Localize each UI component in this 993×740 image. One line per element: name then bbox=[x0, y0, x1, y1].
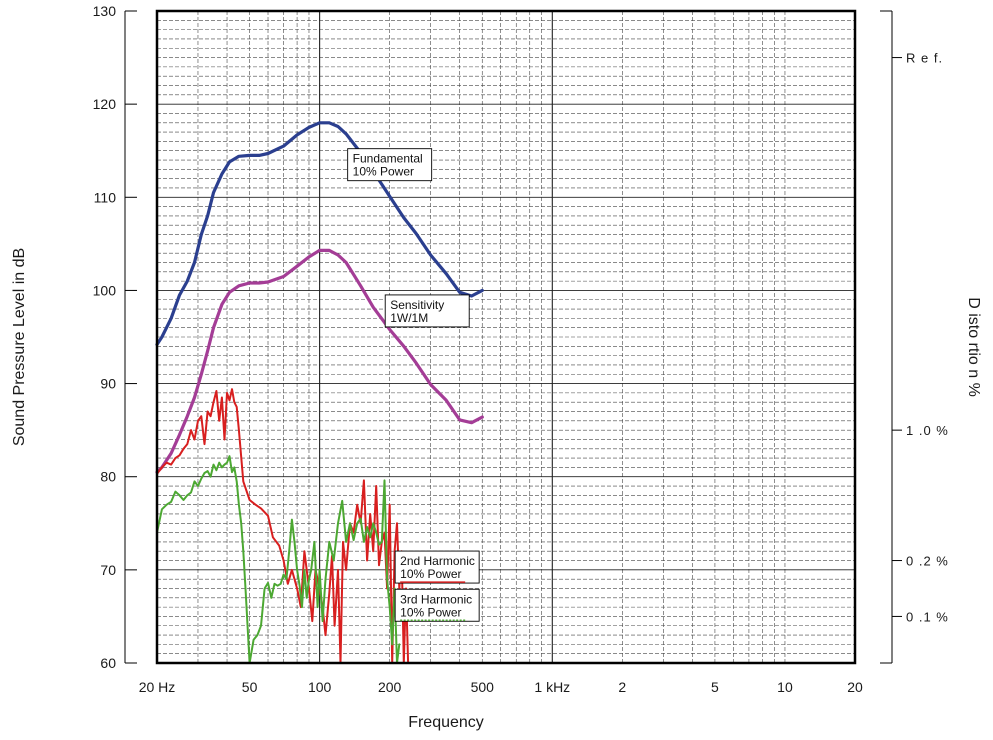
annotation-text: 2nd Harmonic bbox=[400, 554, 475, 568]
annotation-box bbox=[384, 294, 470, 328]
series-2nd-harmonic-line bbox=[156, 388, 410, 664]
annotation-text: 10% Power bbox=[400, 567, 461, 581]
distortion-axis: R e f. 1 .0 % 0 .2 % 0 .1 % bbox=[880, 10, 949, 664]
annotation-box bbox=[347, 148, 433, 182]
y-tick-label: 100 bbox=[93, 282, 117, 298]
x-tick-label: 100 bbox=[308, 679, 332, 695]
distortion-tick-label: 1 .0 % bbox=[906, 423, 949, 438]
annotation-text: Sensitivity bbox=[390, 298, 444, 312]
x-tick-label: 2 bbox=[618, 679, 626, 695]
y-tick-label: 60 bbox=[100, 655, 116, 671]
distortion-tick-label: 0 .2 % bbox=[906, 554, 949, 569]
distortion-axis-title: D isto rtio n % bbox=[965, 297, 982, 397]
y-tick-label: 130 bbox=[93, 3, 117, 19]
distortion-tick-label: R e f. bbox=[906, 51, 943, 66]
x-tick-label: 50 bbox=[242, 679, 258, 695]
y-axis: 60 70 80 90 100 110 120 130 bbox=[93, 3, 137, 671]
x-tick-label: 1 kHz bbox=[534, 679, 570, 695]
y-tick-label: 120 bbox=[93, 96, 117, 112]
x-tick-label: 5 bbox=[711, 679, 719, 695]
series-fundamental-line bbox=[155, 121, 484, 347]
annotation-box bbox=[394, 550, 480, 584]
x-tick-label: 10 bbox=[777, 679, 793, 695]
series-3rd-harmonic-line bbox=[156, 455, 401, 664]
y-tick-label: 70 bbox=[100, 562, 116, 578]
y-tick-label: 90 bbox=[100, 376, 116, 392]
y-tick-label: 80 bbox=[100, 469, 116, 485]
y-axis-title: Sound Pressure Level in dB bbox=[11, 248, 28, 446]
x-tick-label: 200 bbox=[378, 679, 402, 695]
x-tick-label: 500 bbox=[471, 679, 495, 695]
x-axis: 20 Hz 50 100 200 500 1 kHz 2 5 10 20 bbox=[139, 679, 863, 695]
distortion-tick-label: 0 .1 % bbox=[906, 609, 949, 624]
series-lines bbox=[155, 121, 484, 664]
annotation-box bbox=[394, 588, 480, 622]
x-tick-label: 20 bbox=[847, 679, 863, 695]
chart-grid bbox=[157, 11, 855, 663]
series-sensitivity-line bbox=[155, 248, 484, 474]
x-tick-label: 20 Hz bbox=[139, 679, 176, 695]
annotation-text: Fundamental bbox=[353, 152, 423, 166]
annotation-text: 10% Power bbox=[353, 165, 414, 179]
annotation-text: 1W/1M bbox=[390, 311, 428, 325]
y-tick-label: 110 bbox=[94, 189, 117, 205]
annotation-text: 10% Power bbox=[400, 605, 461, 619]
x-axis-title: Frequency bbox=[408, 714, 484, 731]
plot-frame bbox=[155, 9, 857, 665]
annotation-text: 3rd Harmonic bbox=[400, 592, 472, 606]
